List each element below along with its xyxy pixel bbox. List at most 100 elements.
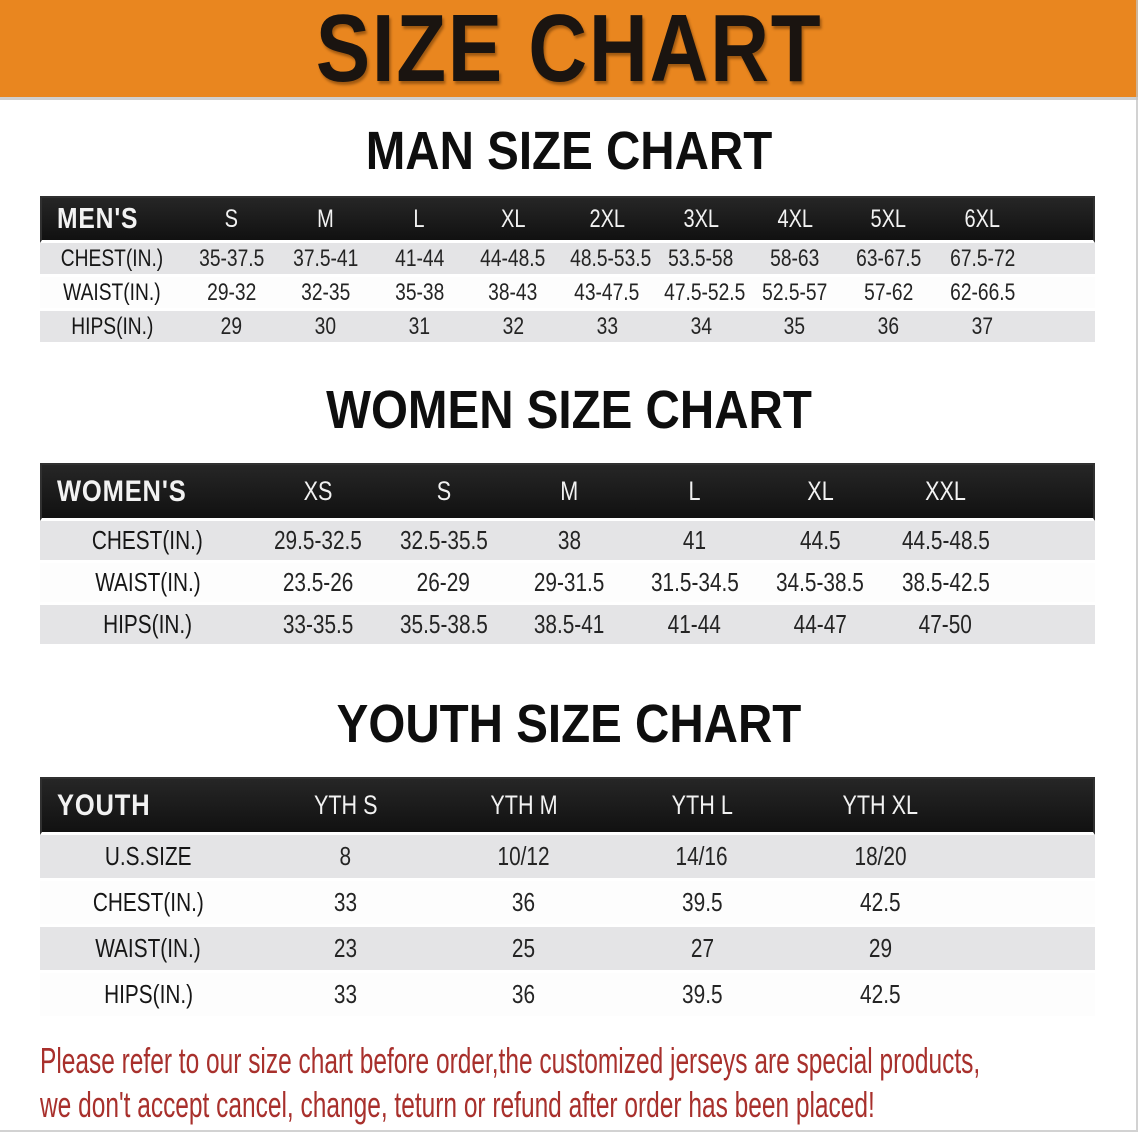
size-value: 38	[506, 521, 632, 563]
row-label: U.S.SIZE	[40, 835, 257, 881]
row-label: CHEST(IN.)	[40, 881, 257, 927]
size-value: 42.5	[791, 881, 970, 927]
size-value: 53.5-58	[653, 243, 748, 277]
size-value: 63-67.5	[841, 243, 936, 277]
women-header-row: WOMEN'S XS S M L XL XXL	[40, 463, 1095, 521]
size-column-header: S	[184, 196, 279, 243]
row-label: CHEST(IN.)	[40, 521, 256, 563]
row-filler	[1008, 521, 1095, 563]
size-value: 47-50	[882, 605, 1009, 647]
table-group-label: YOUTH	[40, 777, 257, 835]
section-women: WOMEN SIZE CHART WOMEN'S XS S M L XL XXL CHEST…	[0, 383, 1138, 647]
size-value: 34	[653, 311, 748, 345]
size-value: 38.5-42.5	[882, 563, 1009, 605]
size-value: 34.5-38.5	[757, 563, 883, 605]
section-youth: YOUTH SIZE CHART YOUTH YTH S YTH M YTH L YTH…	[0, 697, 1138, 1019]
disclaimer-line-2: we don't accept cancel, change, teturn o…	[40, 1084, 875, 1125]
size-value: 35-38	[372, 277, 467, 311]
size-value: 25	[434, 927, 613, 973]
size-column-header: XS	[255, 463, 381, 521]
size-value: 23.5-26	[255, 563, 381, 605]
size-value: 31	[372, 311, 467, 345]
size-value: 41-44	[372, 243, 467, 277]
size-value: 43-47.5	[560, 277, 654, 311]
header-filler	[969, 777, 1095, 835]
table-row: WAIST(IN.) 29-32 32-35 35-38 38-43 43-47.5 47.…	[40, 277, 1095, 311]
row-label: HIPS(IN.)	[40, 605, 256, 647]
size-value: 62-66.5	[935, 277, 1030, 311]
row-label: WAIST(IN.)	[40, 927, 257, 973]
size-value: 26-29	[380, 563, 507, 605]
size-column-header: YTH L	[612, 777, 792, 835]
men-title-wrap: MAN SIZE CHART	[0, 124, 1138, 178]
row-filler	[1008, 605, 1095, 647]
size-value: 18/20	[791, 835, 970, 881]
section-men: MAN SIZE CHART MEN'S S M L XL 2XL 3XL 4XL 5XL 6XL…	[0, 124, 1138, 345]
size-column-header: YTH XL	[791, 777, 970, 835]
size-value: 29-31.5	[506, 563, 632, 605]
size-value: 29	[791, 927, 970, 973]
size-column-header: XL	[757, 463, 883, 521]
table-group-label: WOMEN'S	[40, 463, 256, 521]
size-value: 35.5-38.5	[380, 605, 507, 647]
men-size-table: MEN'S S M L XL 2XL 3XL 4XL 5XL 6XL CHEST(IN.) 35-3…	[40, 196, 1095, 345]
size-value: 29.5-32.5	[255, 521, 381, 563]
size-value: 57-62	[841, 277, 936, 311]
size-value: 47.5-52.5	[653, 277, 748, 311]
size-value: 23	[256, 927, 435, 973]
size-value: 31.5-34.5	[631, 563, 758, 605]
row-filler	[969, 927, 1095, 973]
row-label: WAIST(IN.)	[40, 563, 256, 605]
women-title-wrap: WOMEN SIZE CHART	[0, 383, 1138, 437]
size-column-header: M	[506, 463, 632, 521]
size-column-header: L	[372, 196, 467, 243]
youth-size-table: YOUTH YTH S YTH M YTH L YTH XL U.S.SIZE 8 10/1…	[40, 777, 1095, 1019]
size-value: 36	[434, 973, 613, 1019]
size-value: 10/12	[434, 835, 613, 881]
row-label: CHEST(IN.)	[40, 243, 185, 277]
size-value: 36	[434, 881, 613, 927]
size-value: 35	[747, 311, 842, 345]
table-row: CHEST(IN.) 29.5-32.5 32.5-35.5 38 41 44.5 44.5…	[40, 521, 1095, 563]
size-value: 29	[184, 311, 279, 345]
table-row: WAIST(IN.) 23 25 27 29	[40, 927, 1095, 973]
size-chart-banner: SIZE CHART	[0, 0, 1138, 100]
size-column-header: M	[278, 196, 373, 243]
size-value: 48.5-53.5	[560, 243, 654, 277]
size-column-header: XL	[466, 196, 561, 243]
size-column-header: 3XL	[653, 196, 748, 243]
size-value: 52.5-57	[747, 277, 842, 311]
row-filler	[1029, 277, 1095, 311]
men-section-title: MAN SIZE CHART	[365, 121, 773, 181]
size-value: 14/16	[612, 835, 792, 881]
youth-title-wrap: YOUTH SIZE CHART	[0, 697, 1138, 751]
row-filler	[969, 835, 1095, 881]
table-group-label: MEN'S	[40, 196, 185, 243]
size-value: 44-47	[757, 605, 883, 647]
size-value: 35-37.5	[184, 243, 279, 277]
size-value: 33	[256, 973, 435, 1019]
row-filler	[1029, 243, 1095, 277]
size-value: 32	[466, 311, 561, 345]
size-value: 44.5	[757, 521, 883, 563]
table-row: U.S.SIZE 8 10/12 14/16 18/20	[40, 835, 1095, 881]
size-column-header: XXL	[882, 463, 1009, 521]
size-value: 44-48.5	[466, 243, 561, 277]
men-header-row: MEN'S S M L XL 2XL 3XL 4XL 5XL 6XL	[40, 196, 1095, 243]
size-value: 33	[560, 311, 654, 345]
size-column-header: 4XL	[747, 196, 842, 243]
size-column-header: 2XL	[560, 196, 654, 243]
size-column-header: YTH M	[434, 777, 613, 835]
youth-section-title: YOUTH SIZE CHART	[336, 694, 802, 754]
size-column-header: YTH S	[256, 777, 435, 835]
table-row: HIPS(IN.) 33 36 39.5 42.5	[40, 973, 1095, 1019]
size-value: 32.5-35.5	[380, 521, 507, 563]
size-value: 42.5	[791, 973, 970, 1019]
size-value: 67.5-72	[935, 243, 1030, 277]
women-size-table: WOMEN'S XS S M L XL XXL CHEST(IN.) 29.5-32.5 32.…	[40, 463, 1095, 647]
header-filler	[1029, 196, 1095, 243]
disclaimer-line-1: Please refer to our size chart before or…	[40, 1040, 981, 1081]
size-column-header: 6XL	[935, 196, 1030, 243]
header-filler	[1008, 463, 1095, 521]
